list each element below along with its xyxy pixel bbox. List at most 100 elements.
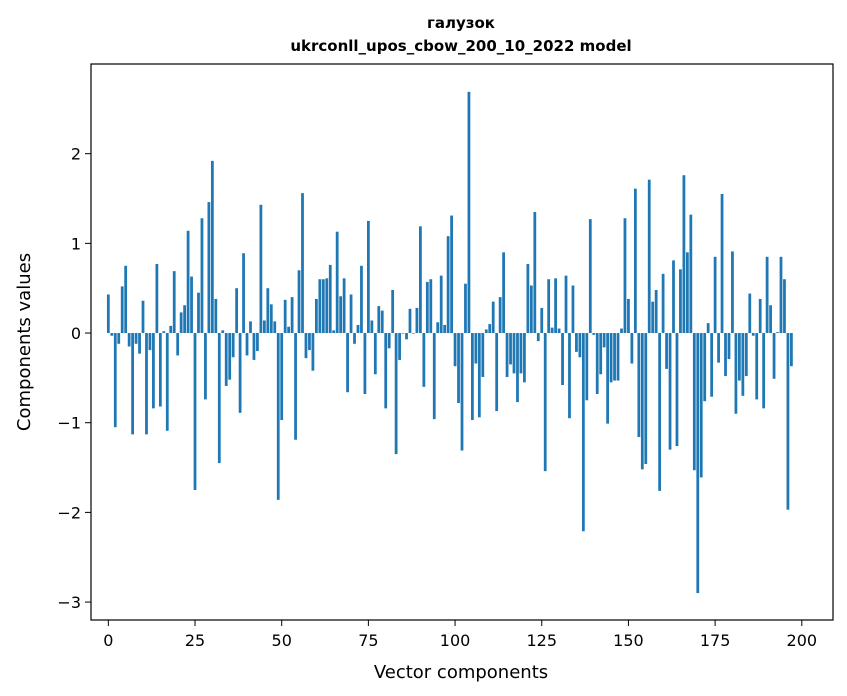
bar [259,204,263,334]
bar [568,333,571,419]
bar [790,333,793,367]
bar [706,323,710,334]
bar [217,333,221,464]
bar [481,333,485,377]
bar [169,325,173,334]
bar [134,333,138,344]
bar [249,321,252,334]
bar [373,333,377,375]
bar [734,333,738,414]
bar [342,278,346,334]
bar [183,305,187,334]
bar [405,333,408,340]
bar [464,283,467,334]
bar [512,333,516,374]
bar [117,333,121,344]
bar [266,288,270,334]
y-tick-label: 0 [71,324,81,343]
bar [633,188,637,334]
bar [523,333,526,383]
bar [356,324,360,334]
bar [592,333,596,335]
y-tick-label: −2 [57,503,81,522]
bar [498,297,502,334]
bar [457,333,460,403]
bar [595,333,599,395]
bar [484,329,488,334]
y-tick-label: 2 [71,145,81,164]
x-tick-label: 50 [272,631,292,650]
bar [328,264,332,334]
bar [460,333,464,451]
bar [221,330,225,334]
bar [755,333,759,400]
bar [276,333,280,500]
bar [772,333,776,379]
bar [294,333,297,440]
bar [391,289,395,334]
bar [349,294,353,334]
bar [179,312,183,334]
bar [432,333,436,420]
bar [609,333,613,383]
bar [776,332,779,334]
x-tick-label: 125 [526,631,557,650]
plot-frame [90,63,834,621]
bar [786,333,790,510]
bar [581,333,585,532]
bar [186,230,190,334]
bar [401,333,405,334]
bar [269,304,273,334]
bar [280,333,284,421]
bar [519,333,523,374]
bar [533,211,537,334]
bar [741,333,745,396]
bar [231,333,235,358]
bar [547,279,551,334]
bar [439,275,443,334]
bar [578,333,582,358]
x-tick-label: 0 [103,631,113,650]
bar [630,333,634,364]
bar [672,260,675,334]
bar [588,219,592,334]
bar [540,307,544,334]
bar [214,298,218,334]
bar [204,333,207,400]
bar [474,333,478,364]
bar [665,333,668,369]
bar [387,333,391,349]
x-tick-label: 150 [613,631,644,650]
bar [571,285,575,334]
bar [703,333,707,402]
bar [120,286,124,334]
bar [145,333,148,435]
bar [467,91,471,334]
bar [550,327,554,334]
bar [113,333,117,428]
bar [162,331,166,334]
bar [692,333,696,471]
bar [713,256,717,334]
bar [717,333,720,363]
bar [685,252,689,334]
bar [297,270,301,334]
bar [644,333,648,464]
bar [335,231,339,334]
bar [675,333,679,447]
bar [488,324,492,334]
bar [737,333,741,381]
bar [165,333,169,431]
y-axis-label: Components values [14,253,35,431]
bar [699,333,703,478]
bar [314,298,318,334]
bar [450,215,453,334]
bar [516,333,519,403]
bar [377,306,381,334]
bar [627,298,630,334]
bar [176,333,180,356]
bar [668,333,672,450]
chart-title: галузок [427,14,495,32]
bar [363,333,367,395]
x-tick-label: 175 [700,631,731,650]
